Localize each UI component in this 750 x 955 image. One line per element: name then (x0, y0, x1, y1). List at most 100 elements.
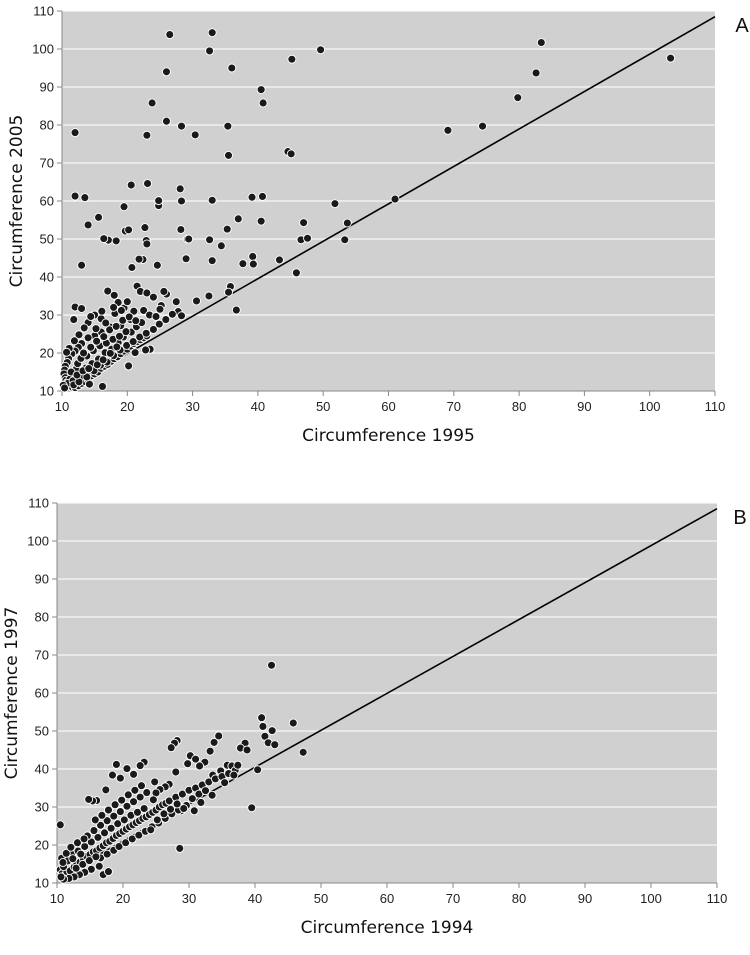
panel-b-data-point (111, 759, 121, 769)
panel-a-data-point (143, 179, 152, 188)
panel-b-data-point (191, 754, 201, 764)
panel-a-y-tick-label: 110 (33, 4, 54, 19)
panel-a-data-point (247, 192, 257, 202)
panel-b-data-point (134, 830, 144, 840)
panel-b-data-point (104, 805, 113, 815)
panel-a-y-tick-label: 40 (40, 270, 54, 285)
panel-b-data-point (71, 863, 81, 873)
panel-a-y-tick-label: 10 (40, 384, 54, 399)
panel-a-data-point (204, 291, 214, 301)
panel-a-data-point (124, 361, 134, 371)
panel-a-data-point (287, 54, 297, 64)
panel-b-x-tick-label: 90 (578, 891, 592, 906)
panel-a-data-point (69, 336, 79, 346)
panel-a-data-point (167, 309, 177, 319)
panel-a-data-point (531, 68, 541, 78)
panel-b-y-tick-label: 30 (35, 800, 49, 815)
panel-b-data-point (93, 832, 103, 842)
panel-b-data-point (164, 796, 174, 806)
panel-b-chart: 10 20 30 40 50 60 70 80 90 100 110 10 20 30 40 50 60 70 80… (2, 496, 747, 939)
panel-a-data-point (248, 259, 258, 269)
panel-a-data-point (135, 332, 145, 342)
panel-b-y-tick-label: 20 (35, 838, 49, 853)
panel-b-data-point (100, 828, 109, 838)
panel-b-data-point (183, 759, 193, 769)
panel-b-data-point (66, 842, 76, 852)
panel-a-x-tick-label: 20 (120, 399, 134, 414)
panel-b-data-point (166, 804, 175, 814)
panel-b-points (55, 660, 308, 884)
panel-b-data-point (61, 848, 71, 858)
panel-b-data-point (205, 746, 215, 756)
panel-b-data-point (150, 777, 160, 787)
panel-a-x-tick-label: 40 (251, 399, 265, 414)
panel-b-data-point (117, 795, 127, 805)
panel-a-data-point (207, 195, 217, 205)
panel-b-data-point (90, 815, 100, 825)
panel-a-data-point (176, 225, 186, 234)
panel-a-x-tick-label: 30 (185, 399, 199, 414)
panel-a-data-point (151, 312, 161, 321)
panel-b-data-point (97, 810, 107, 820)
panel-a-data-point (227, 63, 237, 73)
panel-b-data-point (104, 867, 113, 877)
panel-a-data-point (86, 342, 96, 352)
panel-a-data-point (190, 130, 200, 140)
panel-a-data-point (303, 233, 312, 243)
panel-a-data-point (101, 318, 111, 328)
panel-a-data-point (141, 345, 151, 355)
panel-a-data-point (116, 305, 126, 315)
panel-a-data-point (155, 304, 165, 314)
panel-b-data-point (148, 795, 158, 805)
panel-a-data-point (121, 327, 131, 337)
panel-b-data-point (179, 804, 189, 813)
panel-b-data-point (214, 731, 224, 741)
panel-b-data-point (86, 837, 96, 847)
panel-a-y-tick-label: 90 (40, 80, 54, 95)
panel-a-data-point (130, 348, 140, 358)
panel-b-data-point (139, 804, 149, 813)
panel-a-data-point (224, 150, 233, 160)
panel-b-y-tick-label: 90 (35, 572, 49, 587)
panel-b-data-point (96, 820, 106, 830)
panel-a-data-point (258, 191, 267, 201)
panel-b-data-point (257, 713, 267, 723)
panel-b-x-tick-label: 110 (707, 891, 728, 906)
panel-b-x-tick-label: 20 (116, 891, 130, 906)
panel-b-data-point (119, 815, 129, 825)
panel-a-data-point (69, 315, 79, 325)
panel-b-data-point (172, 799, 182, 809)
panel-a-label: A (735, 15, 749, 37)
panel-b-data-point (122, 764, 132, 774)
panel-a-x-tick-label: 10 (55, 399, 69, 414)
panel-a-data-point (97, 306, 107, 316)
panel-b-x-tick-label: 70 (446, 891, 460, 906)
panel-a-data-point (79, 323, 89, 333)
panel-b-data-point (55, 820, 65, 830)
panel-b-x-tick-label: 40 (248, 891, 262, 906)
panel-a-data-point (92, 360, 102, 370)
panel-b-y-tick-label: 40 (35, 762, 49, 777)
panel-a-data-point (224, 287, 233, 297)
panel-a-data-point (231, 305, 241, 315)
panel-a-x-tick-label: 70 (447, 399, 461, 414)
panel-a-data-point (177, 196, 186, 206)
panel-b-data-point (142, 788, 152, 798)
panel-a-data-point (83, 333, 93, 343)
panel-b-data-point (94, 861, 104, 871)
panel-a-data-point (83, 220, 93, 230)
panel-a-data-point (148, 324, 158, 334)
panel-a-y-axis-title: Circumference 2005 (7, 115, 27, 288)
panel-a-data-point (112, 342, 122, 352)
panel-b-data-point (229, 770, 239, 780)
panel-b-data-point (84, 856, 94, 866)
panel-b-data-point (89, 826, 99, 836)
panel-b-x-tick-label: 10 (50, 891, 64, 906)
panel-b-data-point (79, 834, 89, 844)
panel-b-data-point (113, 819, 123, 829)
panel-b-data-point (68, 854, 78, 864)
panel-a-points (58, 28, 676, 393)
panel-a-data-point (258, 98, 268, 108)
panel-b-data-point (56, 872, 66, 882)
